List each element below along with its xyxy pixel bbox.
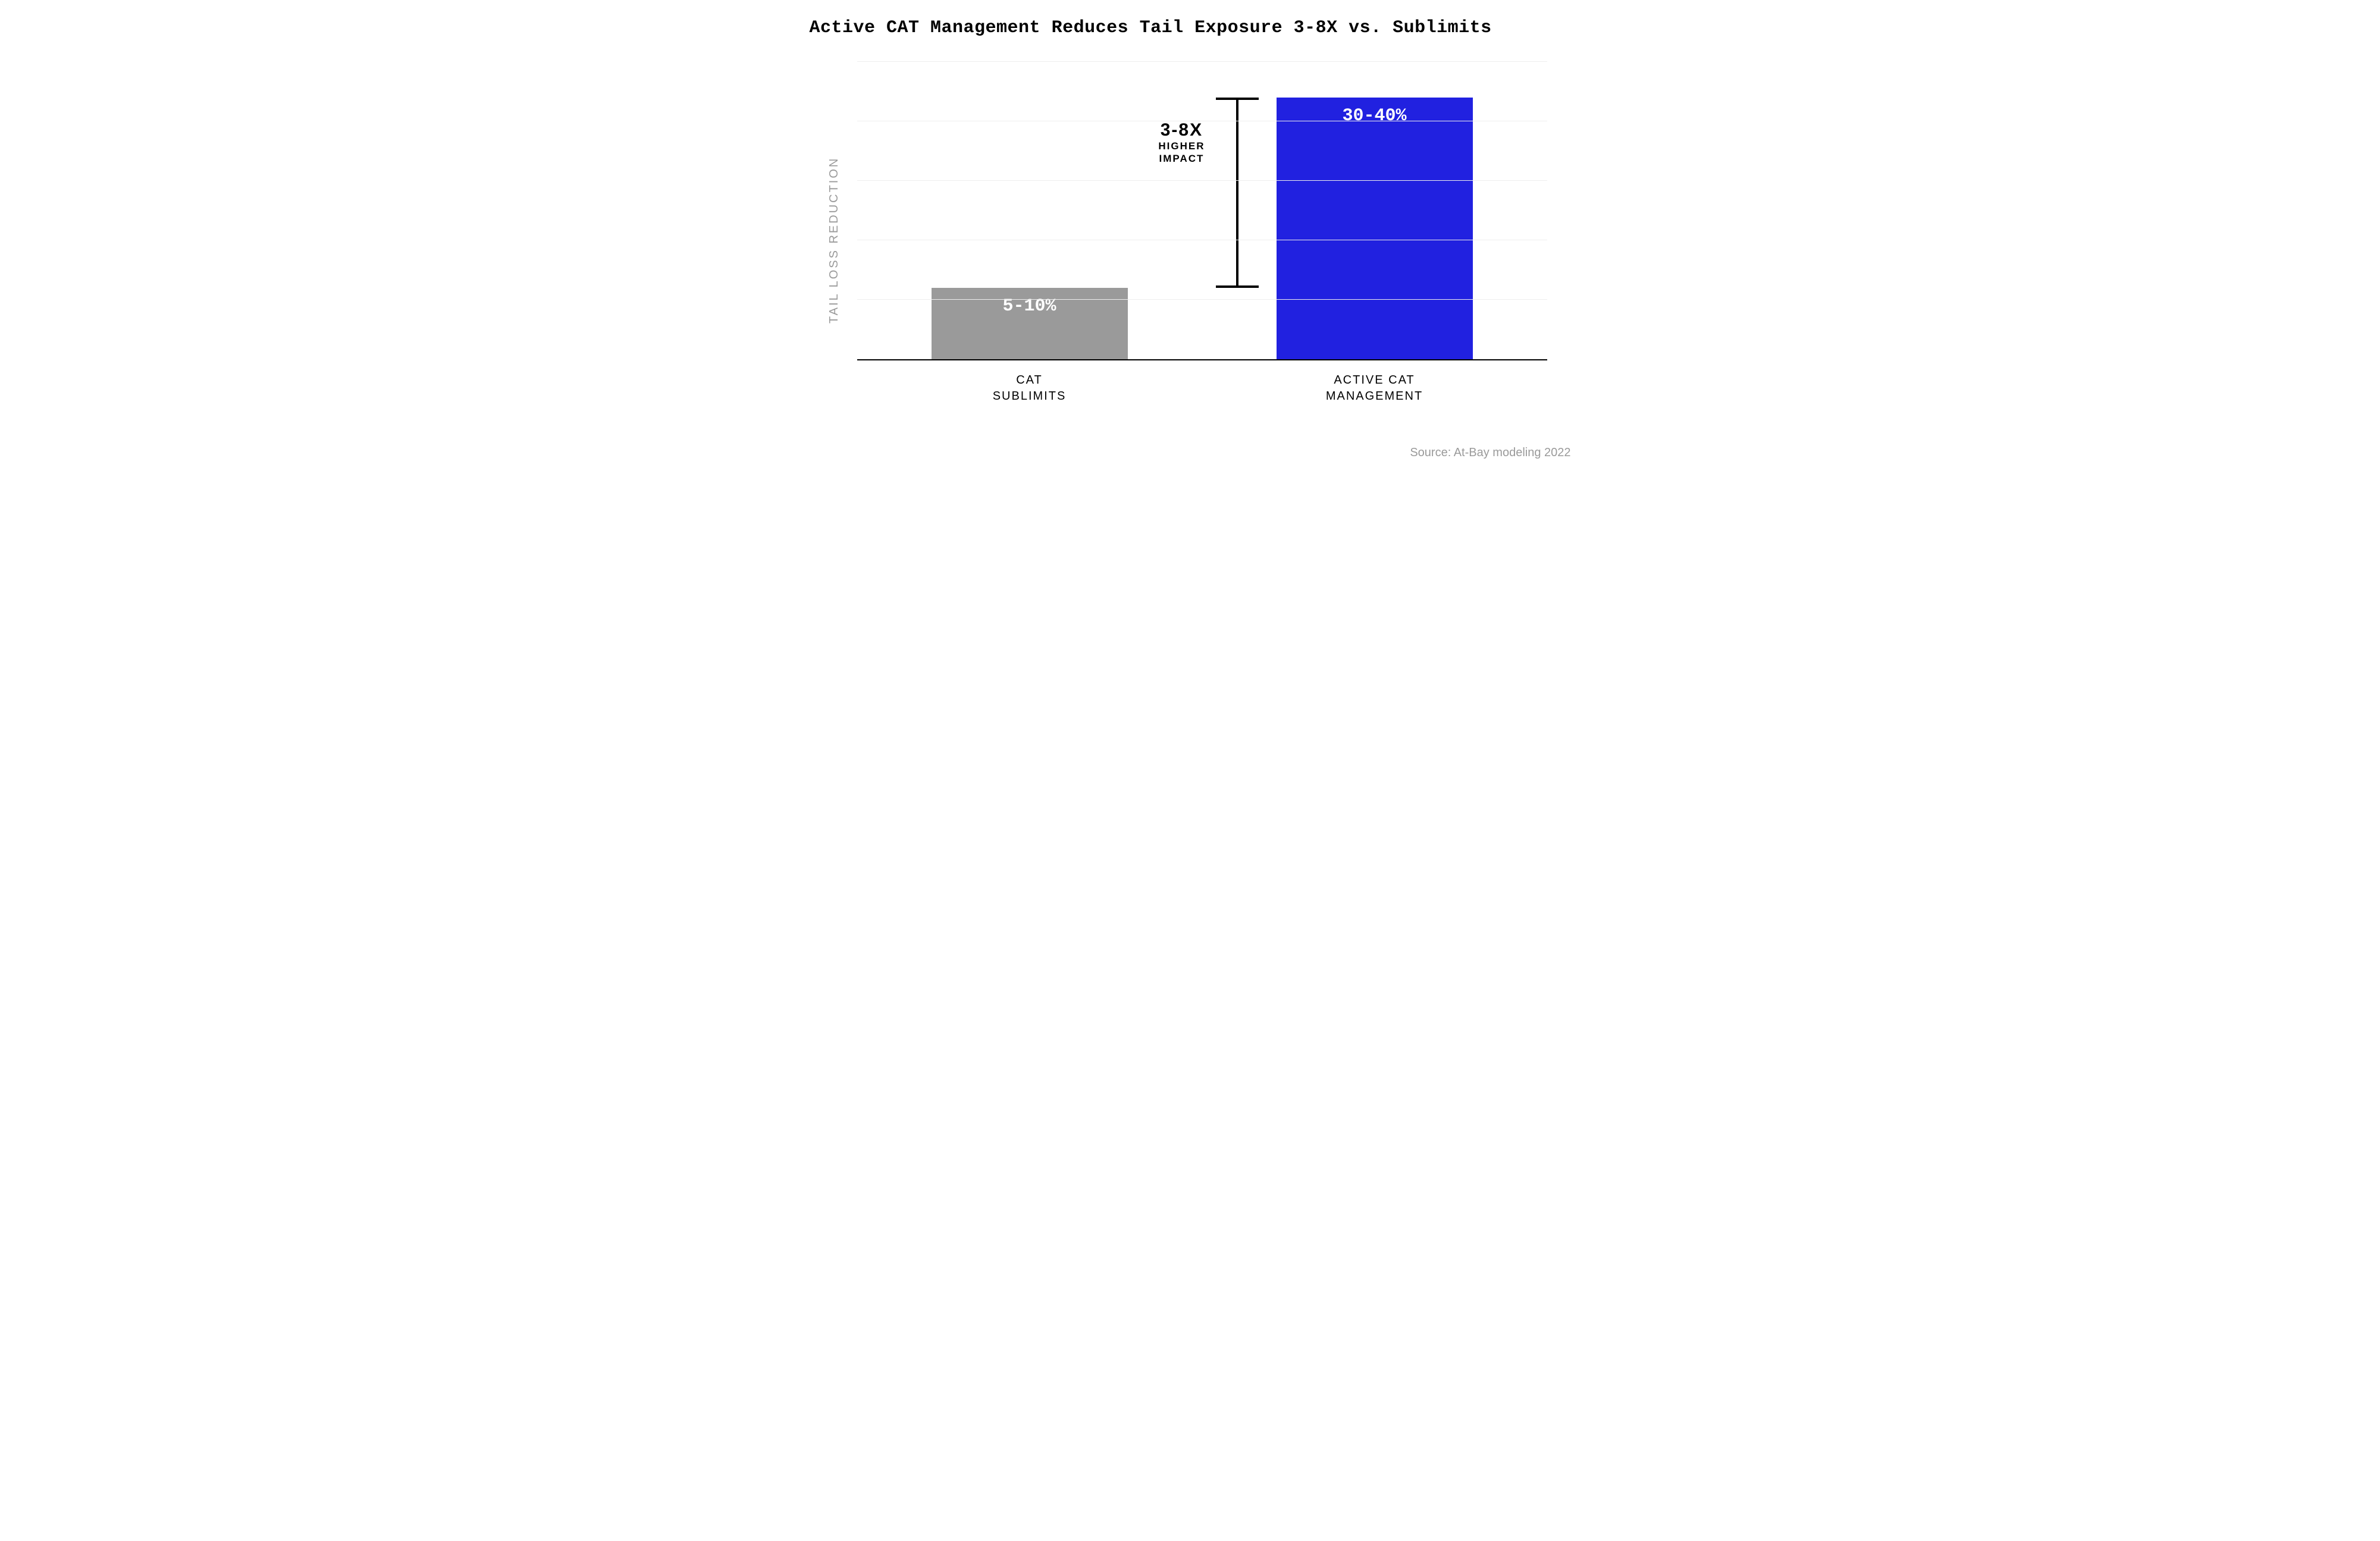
x-axis-labels: CAT SUBLIMITSACTIVE CAT MANAGEMENT xyxy=(857,372,1547,404)
bar: 5-10% xyxy=(932,288,1128,359)
bracket-text: 3-8X HIGHER IMPACT xyxy=(1158,120,1205,165)
bracket-main-text: 3-8X xyxy=(1158,120,1205,140)
bar: 30-40% xyxy=(1277,98,1473,359)
chart-frame: TAIL LOSS REDUCTION 5-10%30-40% 3-8X HIG… xyxy=(857,62,1547,404)
comparison-bracket: 3-8X HIGHER IMPACT xyxy=(1158,98,1258,288)
x-axis-label: ACTIVE CAT MANAGEMENT xyxy=(1202,372,1547,404)
bar-cell: 5-10% xyxy=(857,62,1202,359)
bracket-shape xyxy=(1216,98,1259,288)
y-axis-label: TAIL LOSS REDUCTION xyxy=(827,157,841,324)
gridline xyxy=(857,61,1547,62)
plot-area: 5-10% 30-40% 3-8X HIGHER IMPACT xyxy=(857,62,1547,360)
gridline xyxy=(857,180,1547,181)
chart-source: Source: At-Bay modeling 2022 xyxy=(810,446,1571,460)
chart-title: Active CAT Management Reduces Tail Expos… xyxy=(810,18,1571,38)
bracket-sub-text: HIGHER IMPACT xyxy=(1158,140,1205,165)
x-axis-label: CAT SUBLIMITS xyxy=(857,372,1202,404)
bar-value-label: 30-40% xyxy=(1277,106,1473,126)
gridline xyxy=(857,299,1547,300)
